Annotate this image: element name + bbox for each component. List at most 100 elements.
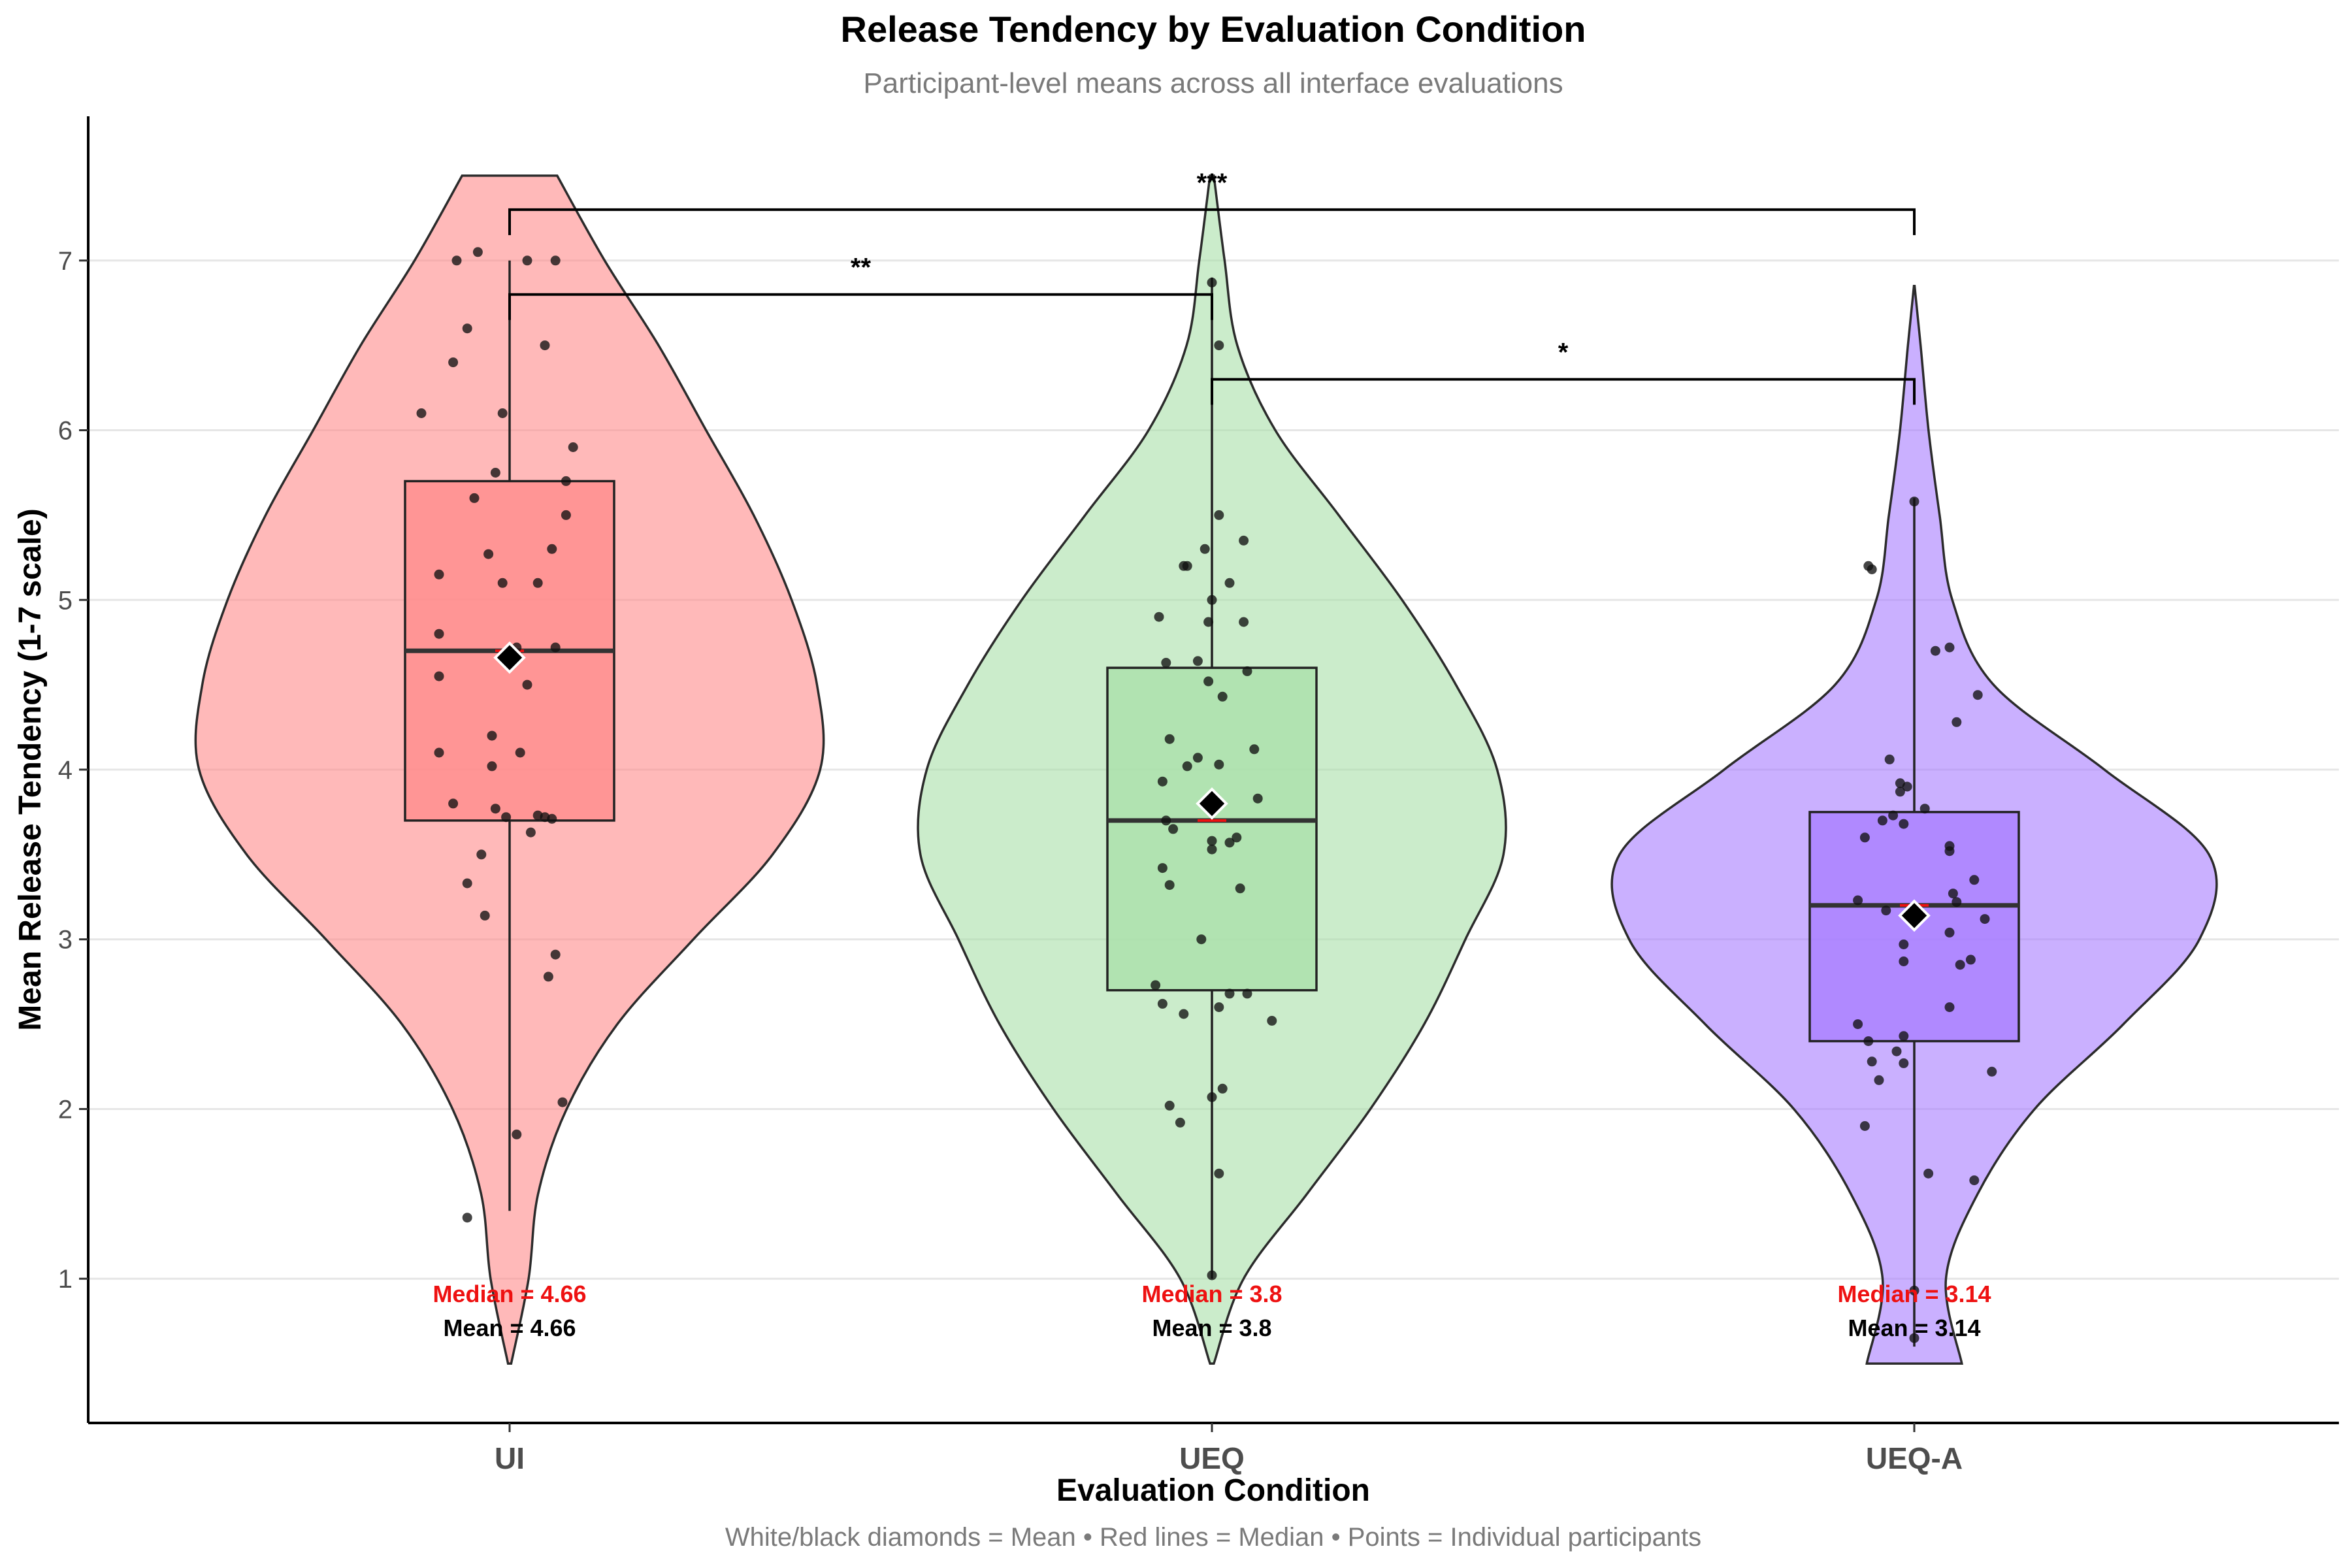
participant-point (1909, 1333, 1919, 1343)
participant-point (1207, 278, 1217, 287)
y-tick-label: 2 (58, 1095, 73, 1124)
x-axis-title: Evaluation Condition (1056, 1473, 1370, 1508)
chart-subtitle: Participant-level means across all inter… (863, 67, 1563, 99)
participant-point (1157, 776, 1168, 787)
participant-point (1232, 832, 1242, 843)
participant-point (1207, 1092, 1217, 1102)
participant-point (515, 747, 525, 758)
participant-point (1899, 956, 1909, 966)
y-axis-title: Mean Release Tendency (1-7 scale) (13, 508, 48, 1030)
participant-point (1965, 955, 1976, 965)
participant-point (1969, 875, 1980, 885)
participant-point (1884, 754, 1895, 764)
chart-title: Release Tendency by Evaluation Condition (841, 8, 1586, 50)
participant-point (1192, 656, 1203, 666)
participant-point (1164, 1100, 1175, 1111)
participant-point (1944, 642, 1955, 653)
participant-point (1948, 889, 1958, 899)
participant-point (1207, 836, 1217, 846)
y-tick-label: 5 (58, 586, 73, 615)
participant-point (1207, 844, 1217, 855)
participant-point (1899, 1031, 1909, 1041)
participant-point (490, 804, 500, 814)
participant-point (561, 510, 571, 520)
participant-point (1859, 832, 1870, 843)
participant-point (1853, 1019, 1863, 1030)
participant-point (462, 1213, 472, 1223)
participant-point (543, 972, 553, 982)
participant-point (1164, 734, 1175, 744)
participant-point (462, 878, 472, 889)
mean-label: Mean = 3.8 (1152, 1315, 1271, 1341)
mean-diamond (1196, 787, 1228, 820)
x-tick-label: UI (495, 1441, 525, 1475)
participant-point (1867, 1056, 1877, 1067)
significance-brackets: ****** (508, 169, 1916, 405)
participant-point (1891, 1046, 1902, 1056)
participant-point (434, 671, 444, 681)
participant-point (1944, 927, 1955, 938)
mean-diamond (1898, 899, 1931, 932)
participant-point (1902, 781, 1912, 792)
participant-point (1214, 1002, 1224, 1013)
median-label: Median = 3.8 (1141, 1281, 1282, 1307)
summary-labels: Median = 4.66 Mean = 4.66 Median = 3.8 Mean… (433, 1281, 1991, 1341)
participant-point (1203, 617, 1214, 627)
participant-point (547, 813, 557, 824)
participant-point (487, 730, 497, 741)
participant-point (1895, 787, 1905, 797)
participant-point (1203, 676, 1214, 687)
participant-point (1217, 1083, 1228, 1094)
participant-point (1252, 793, 1263, 804)
participant-point (497, 578, 508, 588)
median-label: Median = 3.14 (1837, 1281, 1991, 1307)
participant-point (416, 408, 427, 418)
participant-point (525, 827, 536, 838)
participant-point (1909, 497, 1919, 507)
participant-point (1224, 838, 1235, 848)
mean-markers (493, 641, 1931, 932)
participant-point (1157, 998, 1168, 1009)
x-ticks: UI UEQ UEQ-A (495, 1423, 1963, 1475)
participant-point (1899, 939, 1909, 949)
significance-label: *** (1197, 169, 1228, 197)
significance-bracket (508, 293, 1213, 320)
median-label: Median = 4.66 (433, 1281, 586, 1307)
participant-point (1944, 1002, 1955, 1013)
participant-point (1888, 810, 1899, 821)
participant-point (532, 578, 543, 588)
participant-point (1944, 846, 1955, 857)
participant-point (557, 1097, 568, 1107)
participant-point (490, 468, 500, 478)
participant-point (1969, 1175, 1980, 1186)
participant-point (1168, 824, 1179, 834)
participant-point (1192, 753, 1203, 763)
participant-point (483, 549, 494, 559)
participant-point (434, 747, 444, 758)
participant-point (1867, 564, 1877, 574)
participant-point (501, 812, 512, 823)
participant-point (1242, 988, 1252, 999)
participant-point (1919, 804, 1930, 814)
participant-point (547, 544, 557, 554)
participant-point (1987, 1066, 1997, 1077)
participant-point (1235, 883, 1245, 894)
participant-point (1952, 717, 1962, 727)
participant-point (1877, 815, 1887, 826)
participant-point (1881, 906, 1891, 916)
participant-point (1217, 691, 1228, 702)
y-tick-label: 3 (58, 926, 73, 955)
participant-point (1214, 1168, 1224, 1179)
participant-point (1224, 578, 1235, 588)
participant-point (1923, 1168, 1934, 1179)
participant-point (1972, 690, 1983, 700)
participant-point (462, 323, 472, 334)
participant-point (1224, 988, 1235, 999)
significance-label: ** (851, 253, 872, 282)
participant-point (522, 255, 532, 266)
participant-point (1200, 544, 1210, 554)
box-plots (404, 260, 2020, 1347)
participant-point (1267, 1015, 1277, 1026)
participant-points (416, 247, 1997, 1343)
participant-point (1175, 1117, 1185, 1128)
